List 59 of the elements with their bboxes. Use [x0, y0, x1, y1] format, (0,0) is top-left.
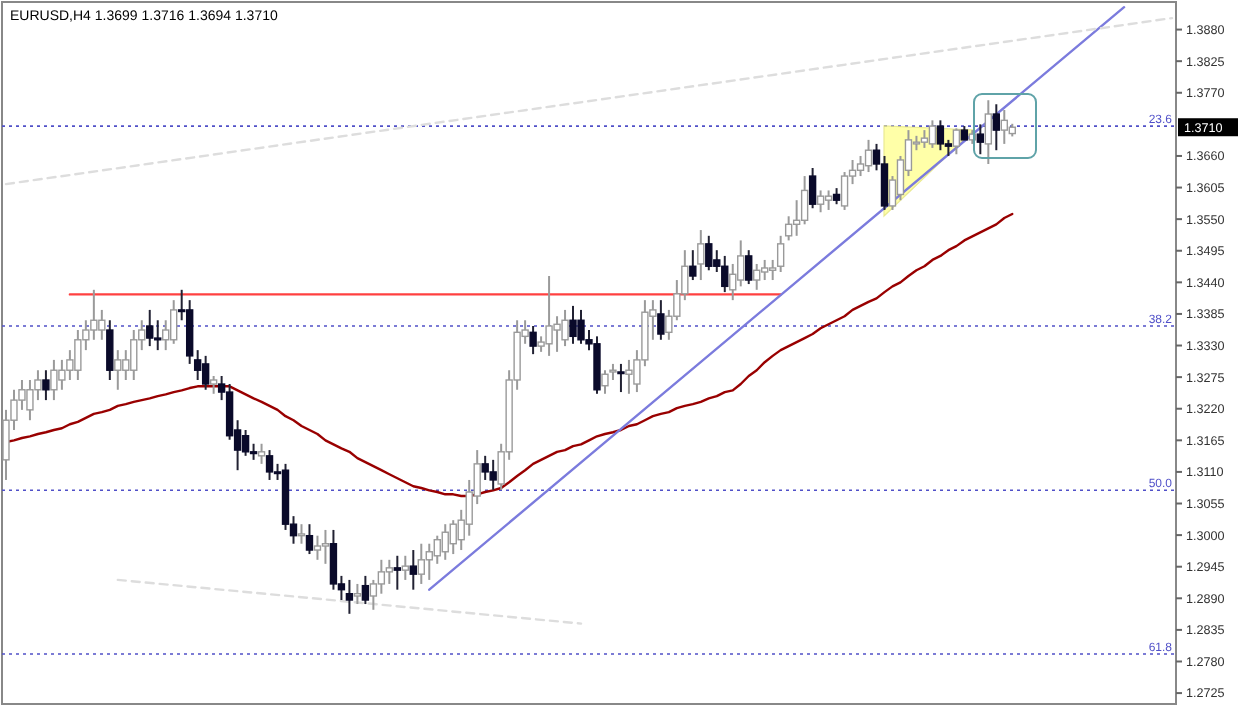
candlestick — [545, 275, 553, 357]
candlestick — [58, 358, 66, 391]
candlestick — [761, 258, 769, 282]
candlestick — [984, 99, 993, 165]
candlestick — [753, 262, 761, 291]
candlestick — [146, 308, 154, 348]
candlestick — [729, 262, 737, 302]
candlestick — [864, 138, 873, 174]
candlestick — [745, 249, 753, 286]
candlestick — [601, 369, 609, 395]
candlestick — [689, 249, 697, 282]
candlestick — [130, 329, 138, 381]
candlestick — [361, 574, 370, 606]
candlestick — [385, 558, 394, 585]
candlestick — [417, 542, 425, 585]
candlestick — [936, 119, 945, 152]
candlestick — [321, 528, 330, 565]
candlestick — [856, 154, 865, 178]
candlestick — [297, 523, 306, 545]
candlestick — [42, 369, 50, 402]
candlestick — [561, 308, 569, 348]
candlestick — [808, 167, 817, 210]
candlestick — [265, 449, 274, 481]
candlestick — [625, 358, 633, 395]
candlestick — [489, 458, 497, 491]
candlestick — [992, 103, 1001, 152]
candlestick — [106, 319, 114, 381]
candlestick — [1000, 109, 1008, 145]
candlestick — [697, 229, 705, 282]
candlestick — [425, 542, 433, 581]
candlestick — [114, 349, 122, 391]
candlestick — [441, 523, 449, 561]
candlestick — [305, 523, 314, 556]
candlestick — [824, 189, 833, 211]
candlestick — [840, 171, 849, 211]
candlestick — [657, 299, 665, 341]
candlestick — [721, 254, 729, 294]
candlestick — [201, 354, 210, 391]
candlestick — [98, 308, 106, 341]
candlestick — [409, 549, 417, 591]
candlestick — [593, 335, 601, 395]
candlestick — [257, 442, 266, 465]
candlestick — [976, 123, 985, 156]
candlestick — [529, 325, 537, 356]
candlestick — [170, 299, 178, 345]
candlestick — [353, 582, 362, 606]
candlestick — [577, 308, 585, 345]
candlestick — [816, 189, 825, 214]
candlestick — [401, 554, 410, 581]
candlestick — [705, 234, 713, 272]
candlestick — [50, 358, 58, 402]
candlestick — [569, 304, 577, 345]
candlestick — [345, 578, 354, 615]
candlestick — [952, 127, 961, 156]
candlestick — [313, 534, 322, 561]
candlestick — [393, 554, 402, 591]
candlestick — [617, 362, 625, 394]
candlestick — [377, 558, 386, 595]
candlestick — [928, 119, 937, 149]
